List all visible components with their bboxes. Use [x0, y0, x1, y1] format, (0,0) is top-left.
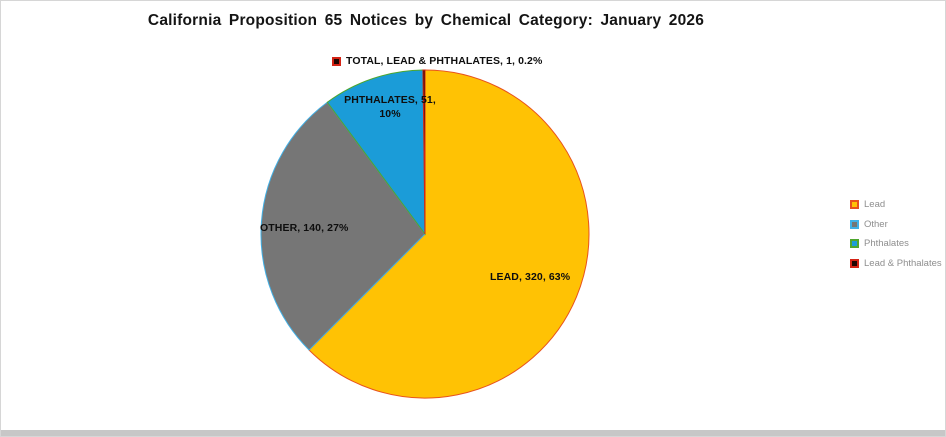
data-label-text: TOTAL, LEAD & PHTHALATES, 1, 0.2% — [346, 55, 543, 67]
legend-item-lead-and-phthalates[interactable]: Lead & Phthalates — [850, 254, 942, 274]
legend-label: Phthalates — [864, 238, 909, 250]
pie-slice-lead[interactable] — [308, 69, 590, 399]
legend: Lead Other Phthalates Lead & Phthalates — [850, 195, 942, 273]
legend-label: Lead — [864, 199, 886, 211]
data-label-lead: LEAD, 320, 63% — [490, 271, 571, 283]
data-label-other: OTHER, 140, 27% — [260, 222, 349, 234]
bottom-border-bar — [1, 430, 945, 436]
pie-slice-other[interactable] — [260, 101, 426, 351]
legend-item-lead[interactable]: Lead — [850, 195, 942, 215]
pie-slice-lead-phthalates[interactable] — [422, 69, 426, 235]
phthalates-swatch-icon — [850, 239, 859, 249]
pie-slice-phthalates[interactable] — [326, 69, 426, 236]
data-label-phthalates: PHTHALATES, 51, 10% — [344, 94, 436, 120]
lead-and-phthalates-marker-icon — [332, 56, 341, 66]
legend-label: Other — [864, 218, 888, 230]
lead-swatch-icon — [850, 200, 859, 210]
chart-title: California Proposition 65 Notices by Che… — [147, 12, 705, 29]
other-swatch-icon — [850, 219, 859, 229]
data-label-lead-and-phthalates: TOTAL, LEAD & PHTHALATES, 1, 0.2% — [332, 55, 542, 67]
legend-item-other[interactable]: Other — [850, 215, 942, 235]
legend-label: Lead & Phthalates — [864, 258, 942, 270]
legend-item-phthalates[interactable]: Phthalates — [850, 234, 942, 254]
lead-and-phthalates-swatch-icon — [850, 259, 859, 269]
